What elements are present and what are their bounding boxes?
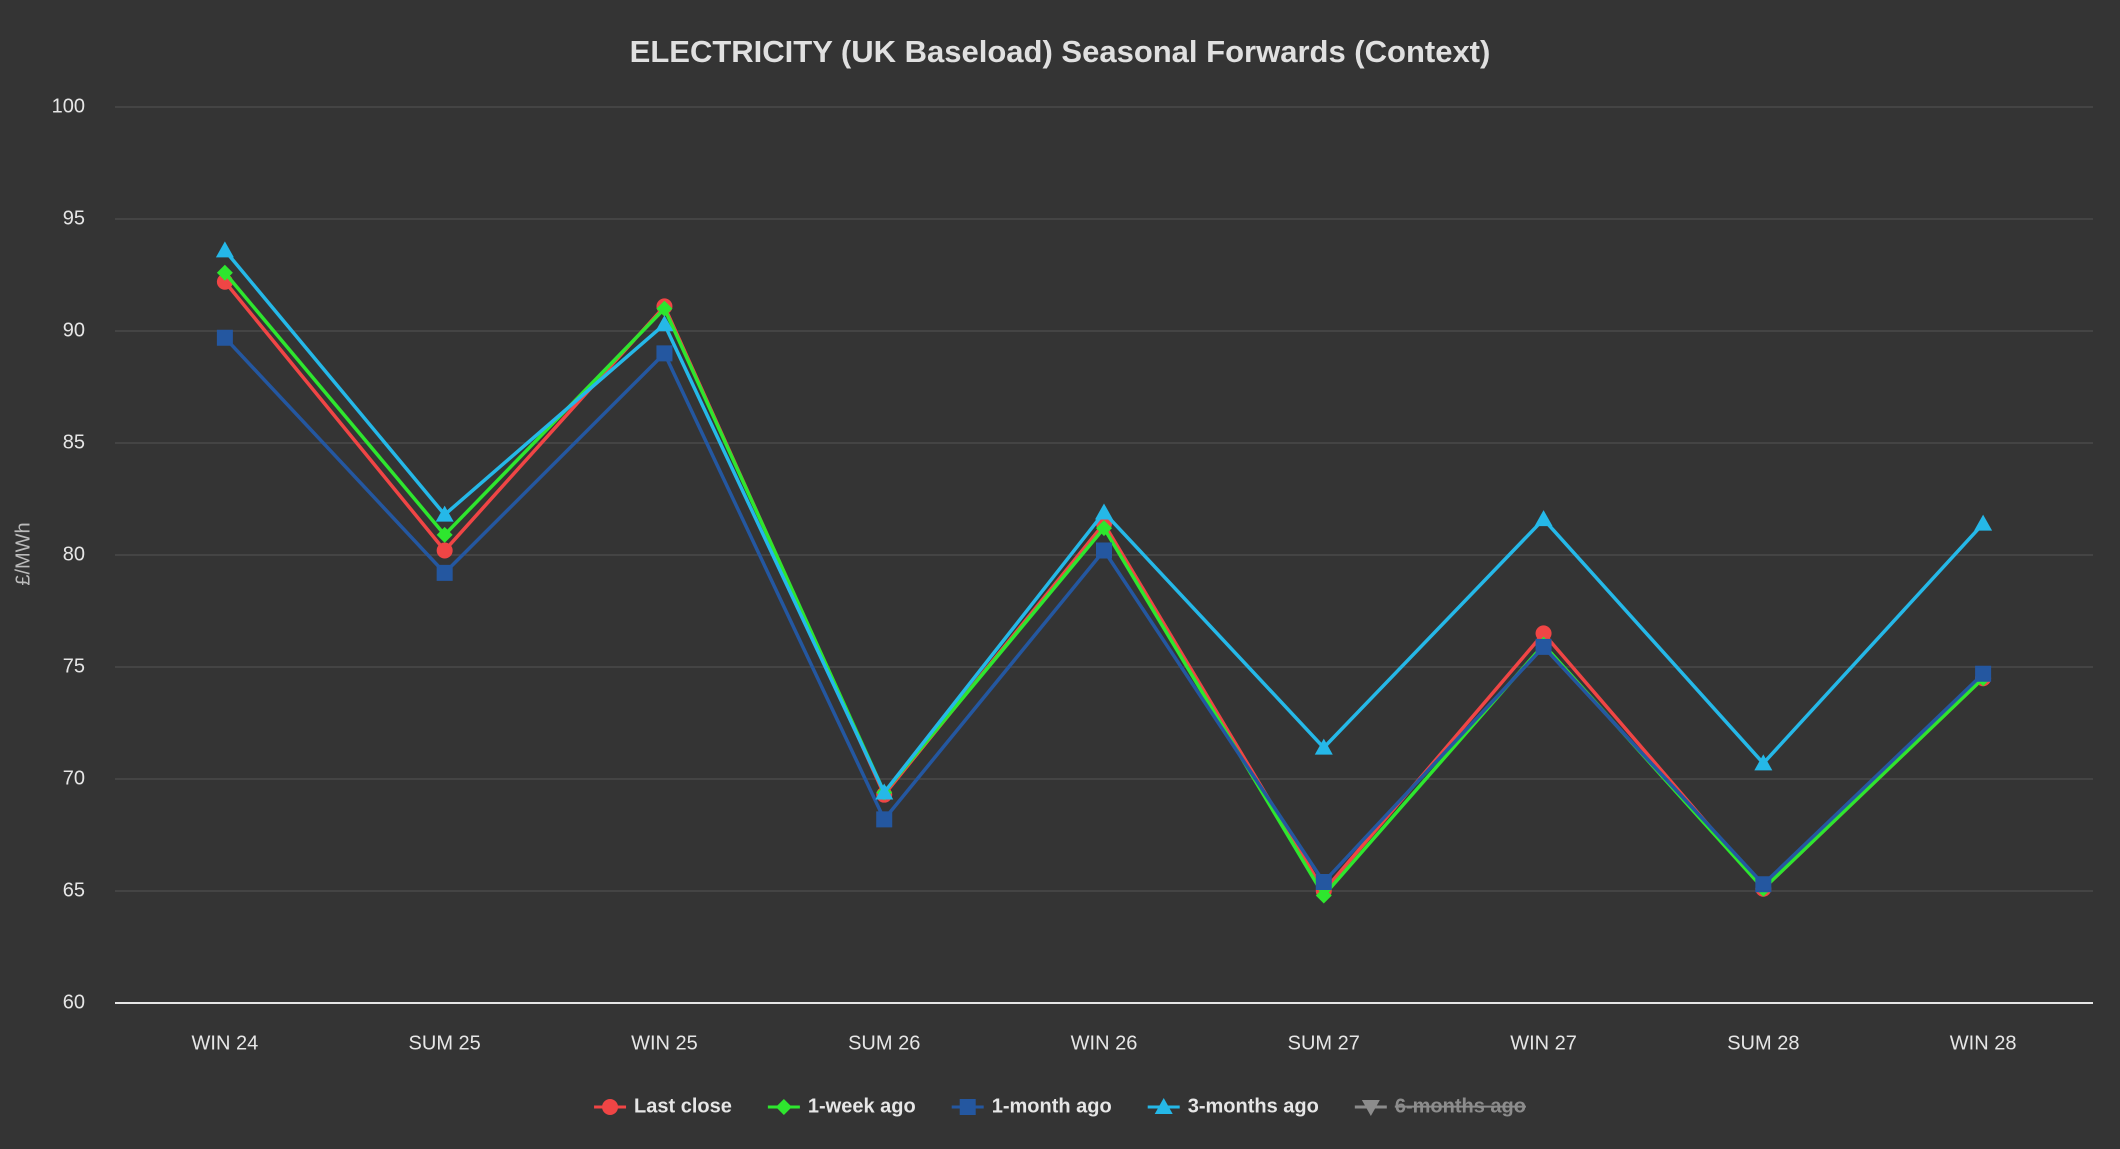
x-tick-label: SUM 26 <box>848 1032 920 1054</box>
marker <box>1755 876 1772 893</box>
chart-title: ELECTRICITY (UK Baseload) Seasonal Forwa… <box>630 34 1491 69</box>
y-tick-label: 80 <box>63 543 85 565</box>
y-tick-label: 70 <box>63 767 85 789</box>
marker <box>1535 625 1552 642</box>
marker <box>436 564 453 581</box>
y-tick-label: 85 <box>63 431 85 453</box>
marker <box>1315 887 1332 904</box>
legend: Last close 1-week ago 1-month ago 3-months … <box>594 1095 1526 1117</box>
legend-marker <box>1361 1100 1380 1116</box>
legend-marker <box>602 1099 619 1115</box>
marker <box>1096 520 1112 537</box>
marker <box>1314 738 1333 755</box>
marker <box>1095 503 1113 520</box>
x-tick-label: WIN 25 <box>631 1032 698 1054</box>
legend-label[interactable]: 6-months ago <box>1395 1095 1526 1117</box>
marker <box>436 526 453 543</box>
marker <box>1096 542 1112 559</box>
x-tick-label: WIN 27 <box>1510 1032 1577 1054</box>
marker <box>435 505 454 522</box>
x-tick-label: SUM 27 <box>1288 1032 1360 1054</box>
y-tick-label: 95 <box>63 207 85 229</box>
y-tick-label: 75 <box>63 655 85 677</box>
y-tick-label: 100 <box>52 95 85 117</box>
marker <box>655 315 674 332</box>
x-tick-label: WIN 24 <box>192 1032 259 1054</box>
marker <box>656 345 673 362</box>
x-tick-label: SUM 25 <box>409 1032 481 1054</box>
y-tick-label: 60 <box>63 991 85 1013</box>
legend-label[interactable]: 1-week ago <box>808 1095 916 1117</box>
marker <box>216 264 233 281</box>
y-tick-label: 65 <box>63 879 85 901</box>
marker <box>1535 638 1552 655</box>
legend-marker <box>775 1099 792 1115</box>
x-tick-label: SUM 28 <box>1727 1032 1799 1054</box>
x-tick-label: WIN 28 <box>1950 1032 2017 1054</box>
marker <box>215 241 234 258</box>
marker <box>656 300 673 317</box>
legend-label[interactable]: 3-months ago <box>1188 1095 1319 1117</box>
marker <box>876 811 893 828</box>
marker <box>1534 510 1553 527</box>
marker <box>216 329 233 346</box>
marker <box>1975 665 1992 682</box>
marker <box>1315 874 1332 891</box>
y-tick-label: 90 <box>63 319 85 341</box>
legend-label[interactable]: 1-month ago <box>992 1095 1112 1117</box>
marker <box>875 783 894 800</box>
legend-marker <box>1154 1098 1173 1114</box>
marker <box>436 542 453 559</box>
marker <box>1974 514 1993 531</box>
x-tick-label: WIN 26 <box>1071 1032 1138 1054</box>
legend-marker <box>959 1099 976 1115</box>
marker <box>1754 754 1773 771</box>
legend-label[interactable]: Last close <box>634 1095 732 1117</box>
y-axis-label: £/MWh <box>12 522 34 585</box>
